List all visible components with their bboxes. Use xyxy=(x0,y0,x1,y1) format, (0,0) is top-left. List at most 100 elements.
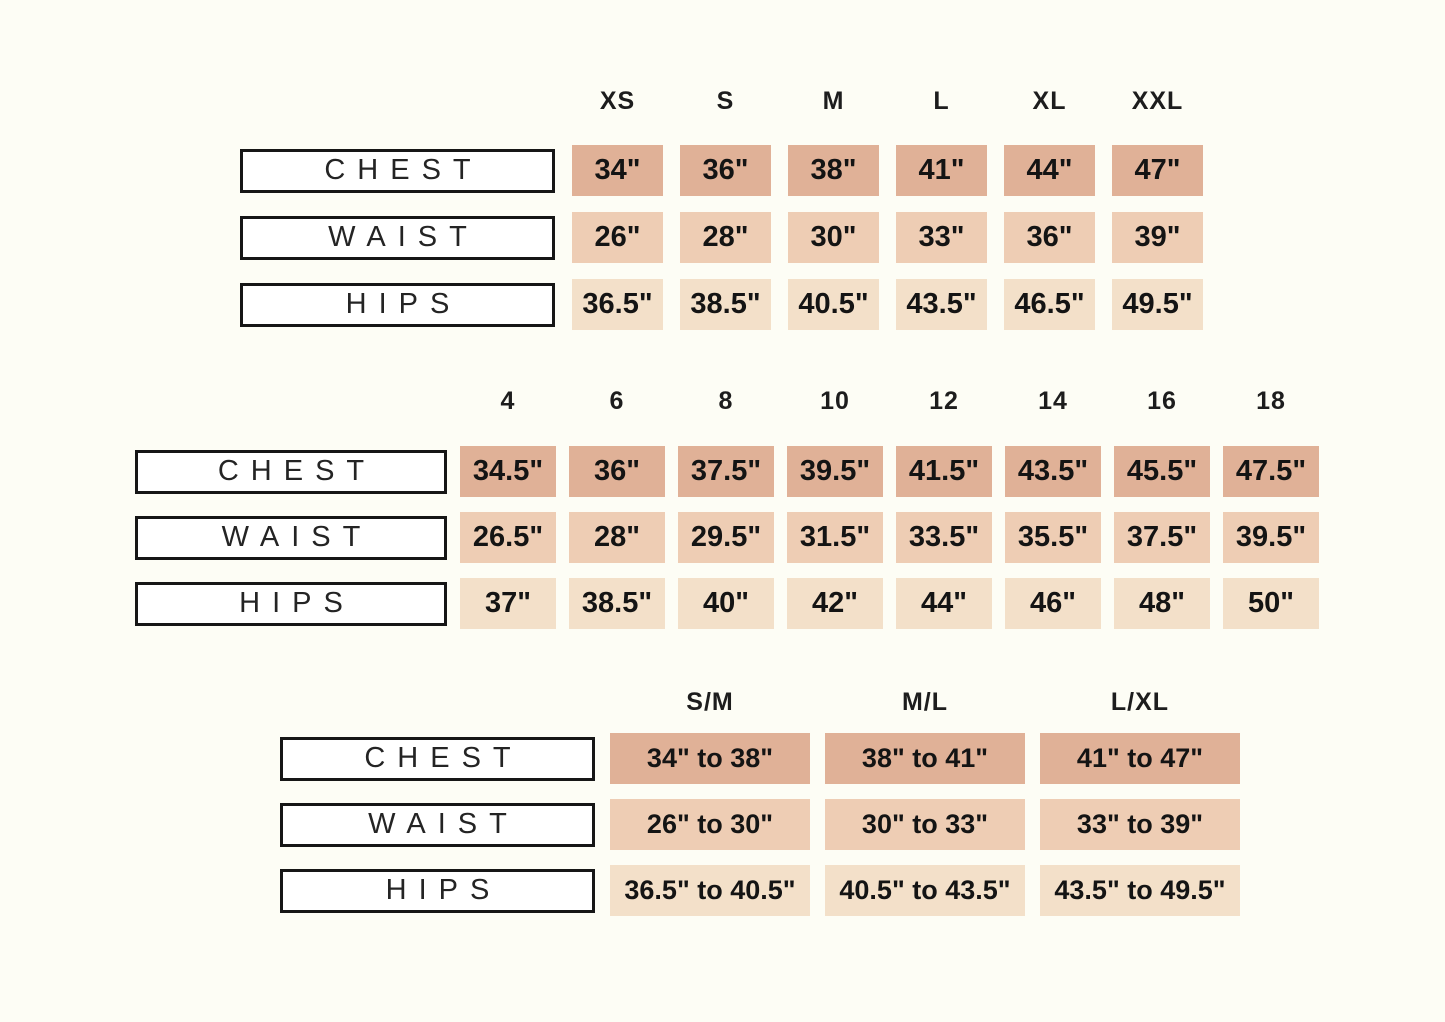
row-label-text: WAIST xyxy=(328,221,479,253)
size-cell: 36.5" xyxy=(572,279,663,330)
column-header: 4 xyxy=(500,387,516,415)
size-cell: 46" xyxy=(1005,578,1101,629)
size-cell: 39.5" xyxy=(1223,512,1319,563)
row-label-text: CHEST xyxy=(324,154,483,186)
table-row: WAIST 26" to 30" 30" to 33" 33" to 39" xyxy=(280,799,1240,850)
size-cell: 43.5" xyxy=(896,279,987,330)
size-cell: 41" to 47" xyxy=(1040,733,1240,784)
table-row: WAIST 26.5" 28" 29.5" 31.5" 33.5" 35.5" 37.5" 39… xyxy=(135,512,1319,563)
size-cell: 26" xyxy=(572,212,663,263)
size-cell: 28" xyxy=(569,512,665,563)
row-label-hips: HIPS xyxy=(135,581,447,626)
size-cell: 38" to 41" xyxy=(825,733,1025,784)
column-header: L xyxy=(933,87,950,115)
column-header: XXL xyxy=(1131,87,1184,115)
table-row: HIPS 36.5" 38.5" 40.5" 43.5" 46.5" 49.5" xyxy=(240,279,1203,330)
table-row: CHEST 34" to 38" 38" to 41" 41" to 47" xyxy=(280,733,1240,784)
column-header: XL xyxy=(1032,87,1067,115)
size-cell: 38" xyxy=(788,145,879,196)
size-cell: 33" xyxy=(896,212,987,263)
size-cell: 39.5" xyxy=(787,446,883,497)
size-cell: 47" xyxy=(1112,145,1203,196)
column-header: 6 xyxy=(609,387,625,415)
row-label-text: WAIST xyxy=(221,521,373,553)
size-cell: 36" xyxy=(1004,212,1095,263)
size-cell: 49.5" xyxy=(1112,279,1203,330)
column-header: 10 xyxy=(820,387,850,415)
size-cell: 50" xyxy=(1223,578,1319,629)
size-cell: 26.5" xyxy=(460,512,556,563)
numeric-sizes-table: 4 6 8 10 12 14 16 18 CHEST 34.5" 36" 37.5" 39.5" 41.5… xyxy=(135,385,1319,644)
size-cell: 41.5" xyxy=(896,446,992,497)
column-header: 8 xyxy=(718,387,734,415)
range-sizes-table: S/M M/L L/XL CHEST 34" to 38" 38" to 41" 41" t… xyxy=(280,686,1240,931)
size-cell: 30" xyxy=(788,212,879,263)
size-cell: 45.5" xyxy=(1114,446,1210,497)
size-cell: 42" xyxy=(787,578,883,629)
size-cell: 37.5" xyxy=(1114,512,1210,563)
size-cell: 43.5" xyxy=(1005,446,1101,497)
header-row: 4 6 8 10 12 14 16 18 xyxy=(135,385,1319,418)
letter-sizes-table: XS S M L XL XXL CHEST 34" 36" 38" 41" 44" 47" WAIST 26… xyxy=(240,85,1203,346)
size-cell: 37.5" xyxy=(678,446,774,497)
column-header: L/XL xyxy=(1110,688,1170,716)
row-label-chest: CHEST xyxy=(135,449,447,494)
column-header: 12 xyxy=(929,387,959,415)
size-cell: 38.5" xyxy=(680,279,771,330)
size-cell: 43.5" to 49.5" xyxy=(1040,865,1240,916)
row-label-text: CHEST xyxy=(217,455,377,487)
size-cell: 26" to 30" xyxy=(610,799,810,850)
row-label-waist: WAIST xyxy=(240,215,555,260)
row-label-text: HIPS xyxy=(345,288,462,320)
size-cell: 44" xyxy=(1004,145,1095,196)
column-header: 16 xyxy=(1147,387,1177,415)
column-header: 18 xyxy=(1256,387,1286,415)
row-label-text: WAIST xyxy=(368,808,519,840)
table-row: HIPS 36.5" to 40.5" 40.5" to 43.5" 43.5" to… xyxy=(280,865,1240,916)
header-row: XS S M L XL XXL xyxy=(240,85,1203,118)
size-cell: 38.5" xyxy=(569,578,665,629)
size-cell: 36.5" to 40.5" xyxy=(610,865,810,916)
size-cell: 36" xyxy=(569,446,665,497)
size-cell: 46.5" xyxy=(1004,279,1095,330)
table-row: CHEST 34.5" 36" 37.5" 39.5" 41.5" 43.5" 45.5" 47… xyxy=(135,446,1319,497)
size-cell: 40.5" xyxy=(788,279,879,330)
row-label-text: HIPS xyxy=(239,587,355,619)
size-cell: 34" to 38" xyxy=(610,733,810,784)
table-row: CHEST 34" 36" 38" 41" 44" 47" xyxy=(240,145,1203,196)
row-label-waist: WAIST xyxy=(135,515,447,560)
row-label-text: HIPS xyxy=(385,874,502,906)
size-cell: 39" xyxy=(1112,212,1203,263)
table-row: HIPS 37" 38.5" 40" 42" 44" 46" 48" 50" xyxy=(135,578,1319,629)
row-label-chest: CHEST xyxy=(280,736,595,781)
size-cell: 29.5" xyxy=(678,512,774,563)
size-cell: 33.5" xyxy=(896,512,992,563)
row-label-chest: CHEST xyxy=(240,148,555,193)
size-cell: 35.5" xyxy=(1005,512,1101,563)
column-header: M xyxy=(822,87,845,115)
size-cell: 40.5" to 43.5" xyxy=(825,865,1025,916)
size-cell: 30" to 33" xyxy=(825,799,1025,850)
size-cell: 34.5" xyxy=(460,446,556,497)
size-cell: 37" xyxy=(460,578,556,629)
size-cell: 31.5" xyxy=(787,512,883,563)
size-cell: 41" xyxy=(896,145,987,196)
row-label-hips: HIPS xyxy=(280,868,595,913)
size-cell: 33" to 39" xyxy=(1040,799,1240,850)
size-cell: 44" xyxy=(896,578,992,629)
size-cell: 48" xyxy=(1114,578,1210,629)
header-row: S/M M/L L/XL xyxy=(280,686,1240,719)
row-label-hips: HIPS xyxy=(240,282,555,327)
row-label-waist: WAIST xyxy=(280,802,595,847)
size-cell: 34" xyxy=(572,145,663,196)
size-cell: 40" xyxy=(678,578,774,629)
size-cell: 47.5" xyxy=(1223,446,1319,497)
table-row: WAIST 26" 28" 30" 33" 36" 39" xyxy=(240,212,1203,263)
column-header: 14 xyxy=(1038,387,1068,415)
row-label-text: CHEST xyxy=(364,742,523,774)
column-header: S xyxy=(716,87,735,115)
column-header: S/M xyxy=(686,688,734,716)
column-header: M/L xyxy=(901,688,949,716)
size-cell: 36" xyxy=(680,145,771,196)
